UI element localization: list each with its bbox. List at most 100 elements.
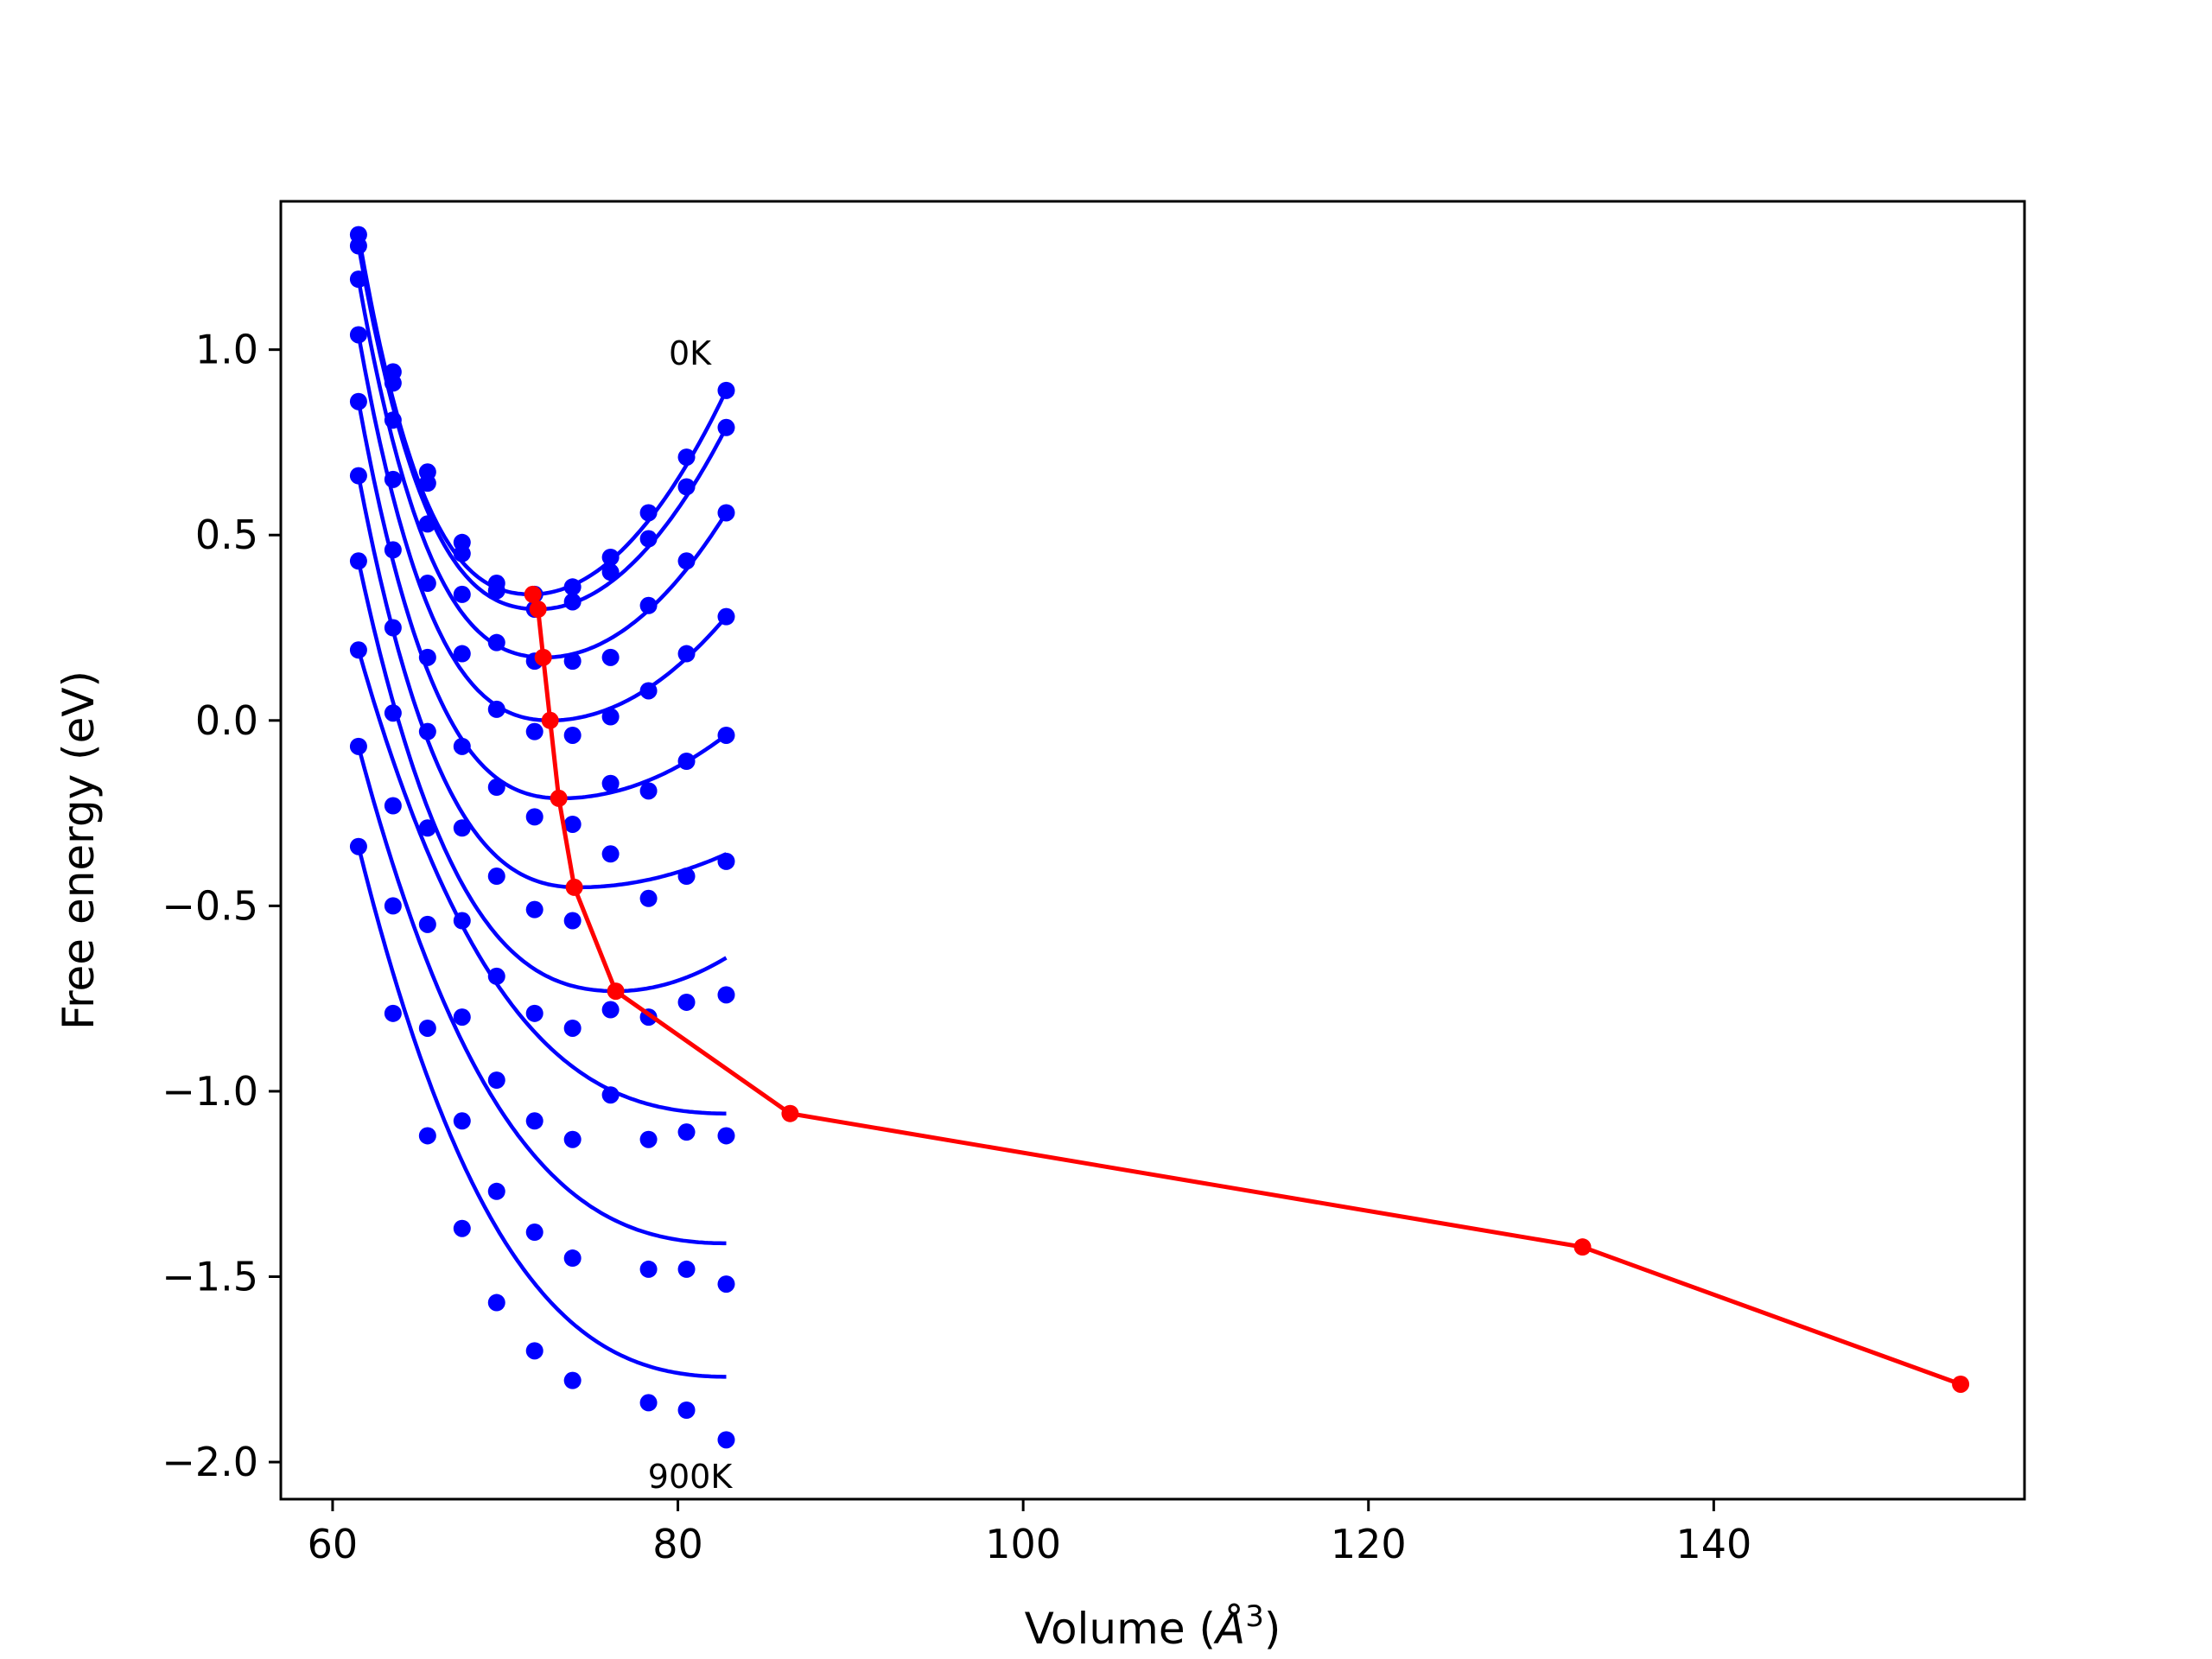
minimum-path-point <box>565 878 583 896</box>
data-point <box>349 270 367 289</box>
data-point <box>384 1004 402 1022</box>
x-axis: 60 80 100 120 140 <box>308 1499 1751 1567</box>
data-point <box>639 1130 658 1148</box>
data-point <box>717 1431 735 1449</box>
data-point <box>525 900 543 918</box>
data-point <box>453 1112 471 1130</box>
data-point <box>639 782 658 800</box>
data-point <box>717 1127 735 1145</box>
data-point <box>418 515 436 533</box>
y-tick-label: 0.5 <box>195 512 258 558</box>
data-point <box>384 374 402 392</box>
data-point <box>487 967 505 985</box>
data-point <box>677 1260 696 1278</box>
data-point <box>487 1182 505 1200</box>
plot-content <box>349 226 1970 1449</box>
data-point <box>601 548 620 566</box>
data-point <box>525 1342 543 1360</box>
data-point <box>525 722 543 741</box>
data-point <box>384 797 402 815</box>
minimum-path-point <box>541 711 559 729</box>
fit-curve <box>356 846 727 1379</box>
x-tick-label: 60 <box>308 1521 359 1567</box>
data-point <box>601 845 620 863</box>
data-point <box>677 993 696 1011</box>
data-point <box>717 418 735 436</box>
y-tick-label: 1.0 <box>195 327 258 373</box>
y-axis: −2.0 −1.5 −1.0 −0.5 0.0 0.5 1.0 <box>162 327 281 1485</box>
minimum-path-point <box>607 982 625 1001</box>
minimum-path-point <box>1573 1238 1592 1256</box>
fit-curve <box>356 649 727 1116</box>
data-point <box>563 652 582 671</box>
data-point <box>384 470 402 488</box>
data-point <box>349 837 367 855</box>
data-point <box>349 467 367 485</box>
data-point <box>418 819 436 837</box>
x-tick-label: 140 <box>1675 1521 1751 1567</box>
data-point <box>601 648 620 666</box>
data-point <box>563 912 582 930</box>
data-point <box>717 504 735 522</box>
data-point <box>601 563 620 582</box>
x-tick-label: 80 <box>652 1521 703 1567</box>
data-point <box>453 1219 471 1237</box>
data-point <box>717 726 735 744</box>
data-point <box>563 1130 582 1148</box>
data-point <box>349 237 367 255</box>
data-point <box>384 704 402 722</box>
data-point <box>677 1123 696 1141</box>
data-point <box>418 1127 436 1145</box>
data-point <box>349 326 367 344</box>
minimum-path-point <box>524 585 542 603</box>
data-point <box>453 645 471 663</box>
data-point <box>563 1371 582 1389</box>
data-point <box>563 593 582 611</box>
data-point <box>717 852 735 870</box>
data-point <box>453 544 471 563</box>
data-point <box>418 915 436 933</box>
data-point <box>384 411 402 429</box>
fit-curve <box>356 475 728 890</box>
data-point <box>487 582 505 600</box>
data-point <box>677 645 696 663</box>
minimum-path-point <box>529 601 547 619</box>
data-point <box>639 504 658 522</box>
y-tick-label: −0.5 <box>162 882 258 929</box>
data-point <box>717 607 735 626</box>
data-point <box>525 808 543 826</box>
minimum-path-point <box>1952 1375 1970 1393</box>
data-point <box>717 986 735 1004</box>
data-point <box>601 774 620 792</box>
temperature-annotation: 900K <box>648 1458 734 1496</box>
data-point <box>384 897 402 915</box>
y-tick-label: 0.0 <box>195 697 258 744</box>
data-point <box>384 619 402 637</box>
data-point <box>677 552 696 570</box>
data-point <box>717 1275 735 1294</box>
data-point <box>487 1071 505 1090</box>
data-point <box>639 1260 658 1278</box>
data-point <box>677 1402 696 1420</box>
data-point <box>487 868 505 886</box>
data-point <box>453 1008 471 1027</box>
data-point <box>677 868 696 886</box>
minimum-path-point <box>550 789 568 807</box>
data-point <box>677 478 696 496</box>
data-point <box>525 1004 543 1022</box>
data-point <box>453 912 471 930</box>
temperature-annotation: 0K <box>669 334 712 372</box>
data-point <box>639 889 658 907</box>
fit-curve <box>356 401 728 801</box>
data-point <box>487 1294 505 1312</box>
data-point <box>639 530 658 548</box>
data-point <box>717 381 735 399</box>
data-point <box>384 541 402 559</box>
data-point <box>418 575 436 593</box>
data-point <box>349 392 367 410</box>
data-point <box>677 448 696 467</box>
axes-frame <box>279 200 2026 1501</box>
data-point <box>418 722 436 741</box>
